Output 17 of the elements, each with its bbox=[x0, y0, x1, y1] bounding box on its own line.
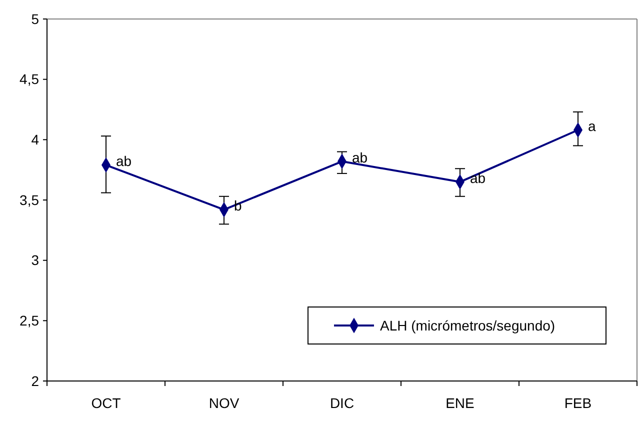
y-tick-label: 2,5 bbox=[20, 312, 40, 329]
y-tick-label: 5 bbox=[31, 10, 40, 27]
y-tick-label: 4,5 bbox=[20, 71, 40, 88]
y-tick-label: 3 bbox=[31, 252, 40, 268]
x-tick-label: DIC bbox=[330, 395, 354, 411]
legend-label: ALH (micrómetros/segundo) bbox=[380, 317, 556, 334]
x-tick-label: FEB bbox=[564, 395, 592, 411]
annotation: ab bbox=[116, 152, 132, 169]
annotation: ab bbox=[352, 149, 368, 166]
x-tick-label: NOV bbox=[208, 395, 240, 411]
x-tick-label: OCT bbox=[91, 395, 122, 411]
annotation: ab bbox=[470, 170, 486, 186]
annotation: a bbox=[588, 118, 596, 134]
y-tick-label: 3,5 bbox=[20, 192, 40, 208]
y-tick-label: 4 bbox=[31, 132, 40, 148]
x-tick-label: ENE bbox=[446, 395, 474, 411]
y-tick-label: 2 bbox=[31, 372, 40, 389]
